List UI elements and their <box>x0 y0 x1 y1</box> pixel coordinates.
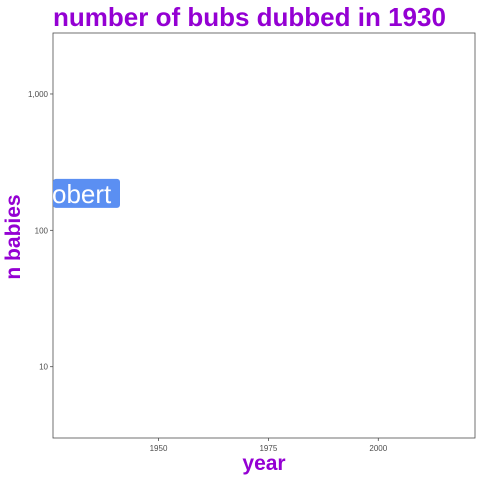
plot-panel <box>52 32 476 439</box>
point-label-text: obert <box>52 179 112 209</box>
x-tick-label: 2000 <box>369 444 387 453</box>
point-label-group: obert <box>52 178 120 209</box>
y-tick-label: 10 <box>39 363 48 372</box>
y-tick-label: 100 <box>35 226 49 235</box>
point-label-box <box>53 178 120 208</box>
y-tick-label: 1,000 <box>28 90 49 99</box>
x-axis-title: year <box>242 452 286 475</box>
x-tick-label: 1975 <box>259 444 277 453</box>
x-tick-label: 1950 <box>150 444 168 453</box>
chart-title: number of bubs dubbed in 1930 <box>53 2 446 32</box>
